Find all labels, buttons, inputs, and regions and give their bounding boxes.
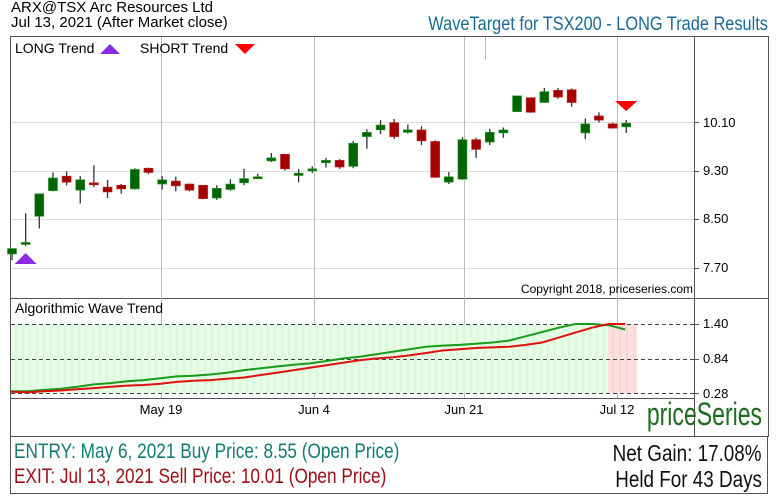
- candle-up: [252, 176, 263, 180]
- candle-up: [484, 132, 495, 143]
- candle-up: [225, 183, 236, 190]
- trend-markers: [14, 101, 638, 264]
- wave-panel-frame: [10, 298, 769, 437]
- candle-up: [348, 142, 359, 167]
- copyright: Copyright 2018, priceseries.com: [520, 282, 693, 296]
- price-panel-frame: [10, 36, 769, 299]
- candle-up: [34, 193, 45, 217]
- candle-up: [211, 188, 222, 199]
- legend-long-label: LONG Trend: [15, 40, 95, 56]
- candle-down: [607, 123, 618, 129]
- candle-down: [416, 129, 427, 142]
- wave-lines: [10, 323, 626, 394]
- candle-up: [157, 179, 167, 185]
- candle-down: [334, 160, 345, 168]
- x-tick: Jun 21: [444, 402, 484, 417]
- date-line: Jul 13, 2021 (After Market close): [11, 14, 228, 31]
- x-tick: May 19: [139, 402, 183, 417]
- wave-y-tick: 0.28: [703, 386, 729, 401]
- candle-up: [457, 139, 468, 180]
- candle-down: [594, 115, 604, 121]
- short-trend-icon: [235, 44, 255, 54]
- page-title: WaveTarget for TSX200 - LONG Trade Resul…: [428, 14, 768, 35]
- candle-up: [362, 132, 372, 137]
- candle-down: [430, 141, 440, 178]
- brand-logo: priceSeries: [646, 396, 762, 432]
- candle-up: [266, 157, 277, 162]
- legend-short-label: SHORT Trend: [140, 40, 229, 56]
- candle-up: [498, 129, 509, 134]
- y-tick: 8.50: [703, 211, 729, 226]
- candle-up: [621, 122, 632, 128]
- candlestick-series: [7, 87, 632, 261]
- candle-down: [171, 180, 181, 187]
- candle-up: [539, 91, 550, 103]
- short-zone: [608, 324, 637, 393]
- candle-down: [61, 175, 72, 183]
- candle-up: [48, 177, 58, 192]
- candle-up: [403, 129, 413, 133]
- candle-up: [580, 123, 591, 134]
- net-gain: Net Gain: 17.08%: [613, 440, 762, 466]
- wave-y-tick: 0.84: [703, 351, 729, 366]
- y-tick: 7.70: [703, 260, 729, 275]
- y-tick: 10.10: [703, 115, 736, 130]
- short-exit-marker-icon: [615, 101, 638, 111]
- candle-down: [116, 184, 126, 190]
- y-tick: 9.30: [703, 163, 729, 178]
- candle-down: [198, 184, 208, 199]
- candle-up: [443, 176, 454, 183]
- long-trend-icon: [100, 44, 120, 54]
- candle-down: [525, 97, 536, 113]
- exit-text: EXIT: Jul 13, 2021 Sell Price: 10.01 (Op…: [14, 465, 387, 488]
- candle-up: [239, 178, 249, 184]
- candle-down: [280, 153, 290, 170]
- candle-down: [143, 167, 154, 173]
- wave-y-tick: 1.40: [703, 316, 729, 331]
- candle-down: [471, 139, 481, 150]
- ticker-line: ARX@TSX Arc Resources Ltd: [11, 0, 213, 16]
- candle-up: [375, 124, 386, 131]
- candle-down: [553, 90, 563, 98]
- candle-up: [512, 95, 522, 112]
- candle-down: [566, 89, 577, 103]
- candle-up: [293, 172, 304, 176]
- wave-background: [11, 324, 637, 393]
- candle-down: [89, 182, 99, 186]
- candle-up: [75, 179, 86, 191]
- x-tick: Jun 4: [298, 402, 330, 417]
- candle-up: [130, 169, 140, 190]
- trade-summary-box: [10, 436, 768, 494]
- red-wave-line: [10, 323, 626, 394]
- candle-down: [184, 183, 195, 191]
- candle-up: [321, 160, 331, 164]
- entry-text: ENTRY: May 6, 2021 Buy Price: 8.55 (Open…: [14, 440, 400, 463]
- candle-up: [7, 248, 17, 255]
- long-entry-marker-icon: [14, 253, 37, 264]
- candle-down: [389, 122, 400, 137]
- x-tick: Jul 12: [599, 402, 635, 417]
- held-days: Held For 43 Days: [615, 466, 762, 492]
- wave-panel-label: Algorithmic Wave Trend: [15, 300, 164, 316]
- header-info: ARX@TSX Arc Resources Ltd Jul 13, 2021 (…: [11, 0, 228, 30]
- green-wave-line: [11, 323, 626, 393]
- candle-down: [102, 186, 113, 193]
- candle-up: [20, 242, 31, 245]
- candle-up: [307, 168, 318, 172]
